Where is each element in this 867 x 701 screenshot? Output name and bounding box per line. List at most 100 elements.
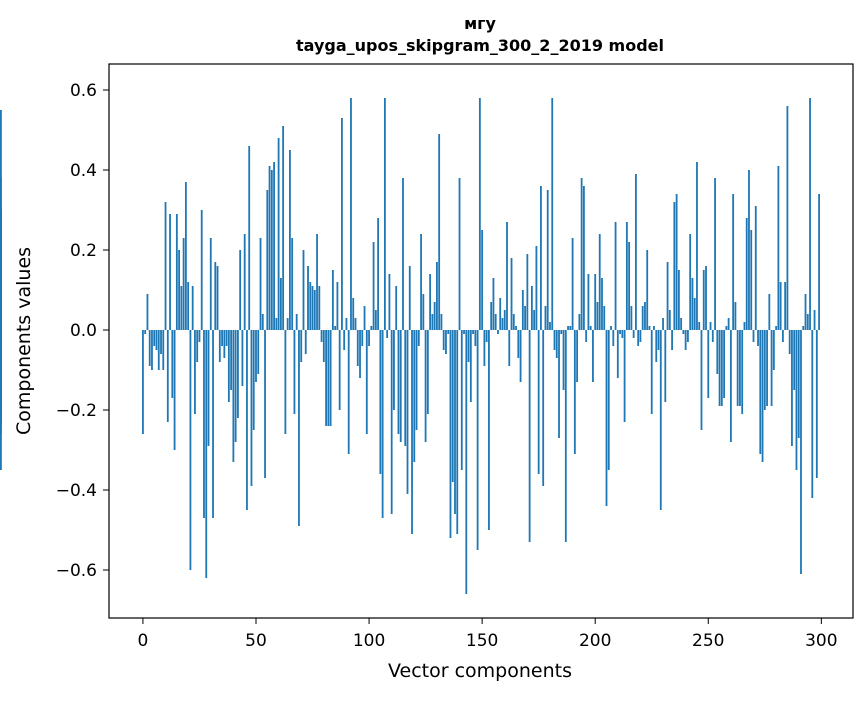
bar	[616, 330, 619, 378]
bar	[707, 330, 710, 398]
bar	[311, 286, 314, 330]
bar	[499, 298, 502, 330]
bar	[596, 302, 599, 330]
bar	[793, 330, 796, 390]
bar	[445, 330, 447, 354]
bar	[727, 318, 730, 330]
chart-title-line1: мгу	[464, 14, 496, 33]
bar	[648, 326, 651, 330]
bar	[284, 330, 287, 434]
bar	[757, 330, 759, 346]
bar	[524, 306, 526, 330]
bar	[196, 330, 199, 362]
bar	[246, 330, 248, 510]
bar	[621, 330, 624, 338]
bar	[720, 330, 723, 406]
bar	[739, 330, 741, 406]
bar	[723, 330, 726, 398]
bar	[164, 202, 167, 330]
x-tick-label: 200	[579, 631, 611, 651]
bar	[207, 330, 210, 446]
bar	[451, 330, 454, 482]
bar	[350, 98, 352, 330]
bar	[259, 238, 262, 330]
bar	[189, 330, 192, 570]
bar	[433, 302, 436, 330]
bar	[802, 326, 805, 330]
bar	[693, 298, 696, 330]
bar	[417, 330, 420, 346]
bar	[526, 254, 529, 330]
bar	[142, 330, 144, 434]
bar	[772, 330, 775, 370]
bar	[325, 330, 327, 426]
bar	[261, 314, 264, 330]
bar	[381, 330, 384, 518]
bar	[725, 326, 728, 330]
bar	[811, 330, 814, 498]
bar	[223, 330, 226, 358]
bar	[460, 330, 463, 470]
bar	[420, 234, 422, 330]
bar	[709, 322, 712, 330]
bar	[175, 214, 178, 330]
bar	[637, 330, 640, 346]
bar	[763, 330, 766, 410]
bar	[187, 282, 190, 330]
bar	[564, 330, 567, 542]
bar	[752, 330, 755, 342]
bar	[612, 330, 615, 346]
bar	[698, 322, 701, 330]
bar	[456, 330, 459, 534]
bar	[806, 314, 809, 330]
bar	[691, 278, 694, 330]
x-tick-label: 150	[466, 631, 498, 651]
bar	[458, 178, 461, 330]
bar	[641, 306, 644, 330]
bar	[804, 294, 807, 330]
bar	[198, 330, 201, 342]
bar	[508, 330, 511, 366]
bar	[200, 210, 203, 330]
bar	[304, 330, 307, 354]
bar	[768, 294, 771, 330]
bar	[705, 266, 707, 330]
bar	[426, 330, 429, 414]
bar	[494, 314, 497, 330]
x-tick-label: 100	[353, 631, 385, 651]
bar	[485, 330, 488, 342]
bar	[191, 286, 194, 330]
bar	[542, 330, 545, 486]
bar	[625, 222, 628, 330]
bar	[729, 330, 732, 442]
bar	[372, 242, 375, 330]
bar	[510, 258, 513, 330]
bar	[770, 330, 773, 406]
bar	[714, 178, 716, 330]
bar	[230, 330, 233, 390]
bar	[356, 330, 359, 366]
bar	[732, 194, 735, 330]
bar	[270, 170, 273, 330]
y-axis-label: Components values	[13, 247, 35, 435]
bar	[519, 330, 522, 382]
bar	[664, 330, 667, 402]
y-axis-ticks: −0.6 −0.4 −0.2 0.0 0.2 0.4 0.6	[56, 81, 109, 581]
bar	[237, 330, 239, 418]
bar	[653, 326, 655, 330]
bar	[404, 330, 407, 446]
bar	[266, 190, 269, 330]
bar	[788, 330, 791, 354]
bar	[478, 98, 481, 330]
bar	[225, 330, 228, 346]
bar	[257, 330, 260, 374]
bar	[352, 298, 355, 330]
bar	[386, 330, 389, 338]
bar	[277, 138, 280, 330]
bar	[268, 166, 271, 330]
bar	[696, 162, 698, 330]
bar	[573, 330, 576, 454]
bar	[702, 270, 705, 330]
bar	[748, 170, 750, 330]
y-tick-label: 0.6	[70, 81, 97, 101]
